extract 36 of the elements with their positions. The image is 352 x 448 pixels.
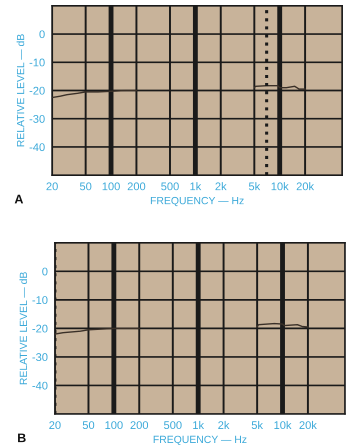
x-tick-label: 50 xyxy=(80,182,92,190)
y-axis-title: RELATIVE LEVEL — dB xyxy=(16,34,24,146)
y-tick-label: 0 xyxy=(39,30,45,38)
x-tick-label: 500 xyxy=(164,421,182,430)
x-tick-label: 20k xyxy=(296,182,314,190)
y-tick-label: -30 xyxy=(30,114,45,123)
x-tick-label: 20 xyxy=(46,182,58,190)
x-tick-label: 200 xyxy=(130,421,148,430)
x-tick-label: 2k xyxy=(215,182,227,190)
x-axis-title: FREQUENCY — Hz xyxy=(154,436,246,445)
y-tick-label: -10 xyxy=(32,296,48,304)
x-tick-label: 100 xyxy=(105,421,123,430)
text: A xyxy=(14,194,24,204)
x-tick-label: 10k xyxy=(274,420,292,430)
x-tick-label: 20k xyxy=(300,420,317,430)
y-tick-label: -20 xyxy=(30,86,45,95)
x-tick-label: 500 xyxy=(161,182,179,190)
x-tick-label: 5k xyxy=(248,182,260,190)
x-tick-label: 100 xyxy=(102,182,120,190)
x-tick-label: 5k xyxy=(252,420,264,430)
x-tick-label: 10k xyxy=(272,182,289,190)
x-tick-label: 1k xyxy=(193,420,204,429)
y-tick-label: -10 xyxy=(30,58,45,66)
y-tick-label: -40 xyxy=(30,143,45,152)
y-tick-label: -40 xyxy=(32,382,48,390)
x-tick-label: 200 xyxy=(128,182,146,190)
y-tick-label: 0 xyxy=(42,268,48,276)
x-axis-title: FREQUENCY — Hz xyxy=(150,196,244,206)
x-tick-label: 50 xyxy=(82,421,94,430)
y-tick-label: -20 xyxy=(32,324,48,333)
y-axis-title: RELATIVE LEVEL — dB xyxy=(19,272,28,384)
x-tick-label: 2k xyxy=(218,420,230,429)
x-tick-label: 1k xyxy=(190,182,202,190)
x-tick-label: 20 xyxy=(49,421,61,430)
y-tick-label: -30 xyxy=(32,353,48,362)
text: B xyxy=(18,434,26,442)
